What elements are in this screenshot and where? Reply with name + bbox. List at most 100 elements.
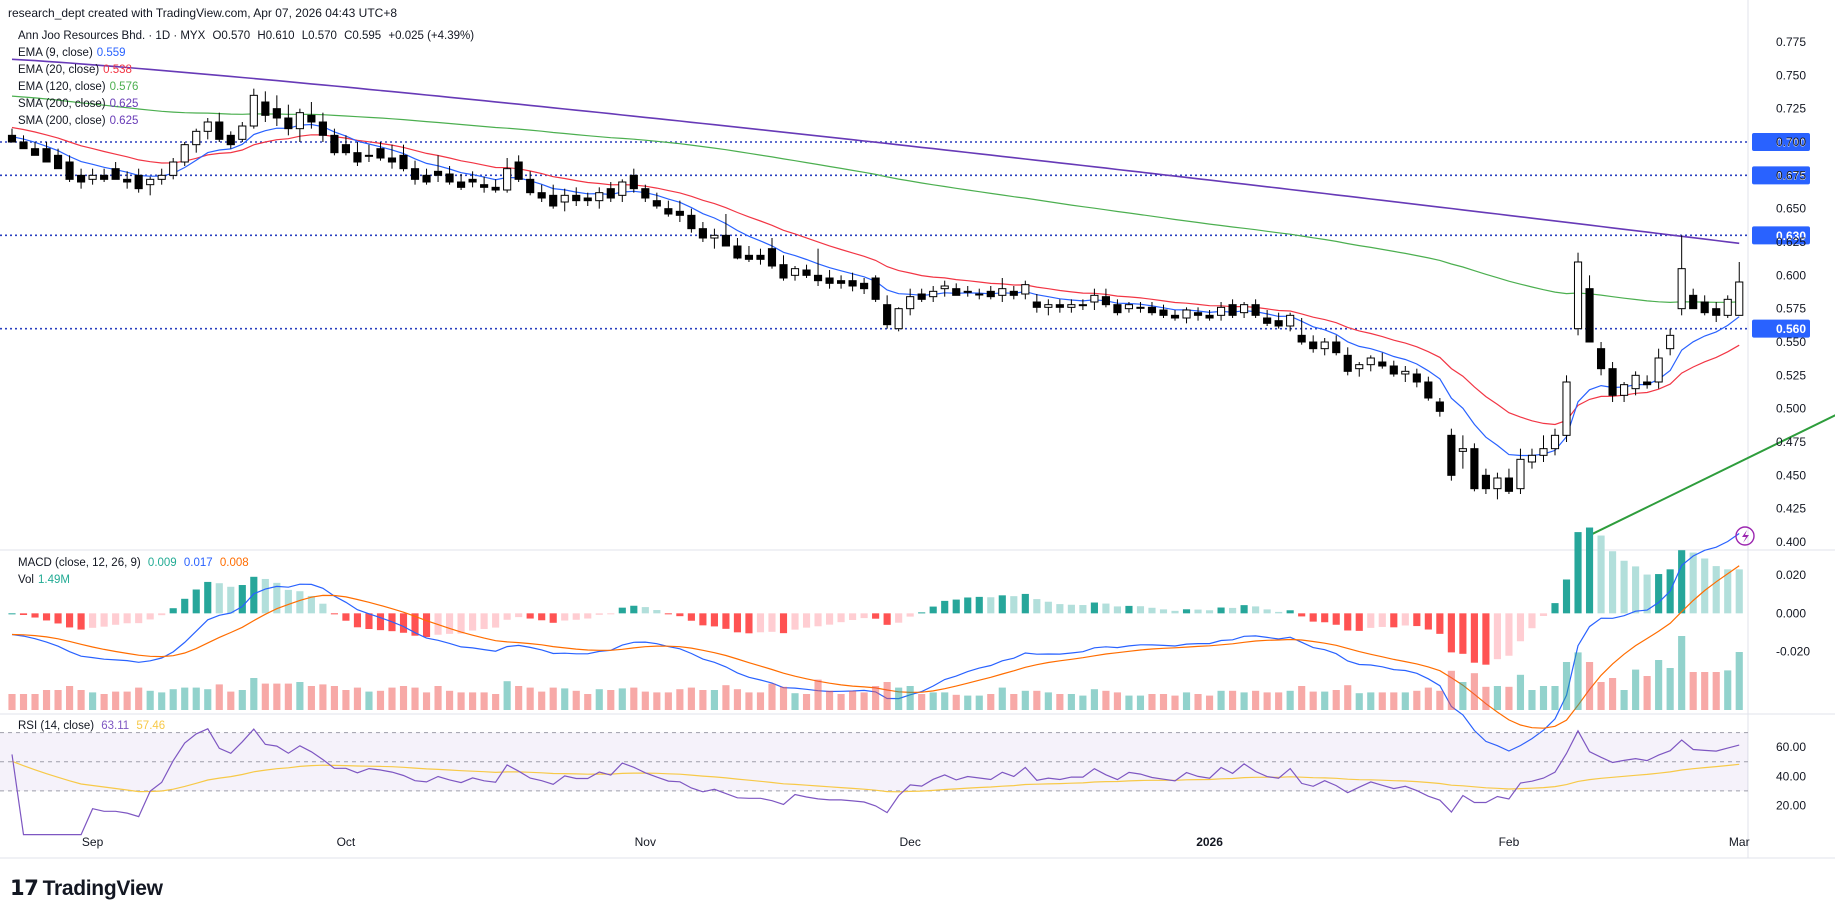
legend-sma200-b[interactable]: SMA (200, close) 0.625 <box>18 115 138 127</box>
volume-bar <box>1436 690 1444 710</box>
volume-bar <box>653 692 661 710</box>
macd-histogram-bar <box>699 613 707 626</box>
macd-histogram-bar <box>307 595 315 614</box>
macd-histogram-bar <box>1712 566 1720 614</box>
volume-bar <box>1516 674 1525 710</box>
volume-bar <box>549 687 557 710</box>
macd-histogram-bar <box>445 613 454 634</box>
volume-bar <box>296 682 304 710</box>
legend-sma200-a[interactable]: SMA (200, close) 0.625 <box>18 98 138 110</box>
macd-histogram-bar <box>1632 566 1640 614</box>
volume-bar <box>227 691 235 710</box>
candle <box>1217 306 1226 316</box>
candle <box>203 121 212 132</box>
price-tick-label: 0.675 <box>1776 168 1806 182</box>
legend-rsi[interactable]: RSI (14, close) 63.11 57.46 <box>18 720 165 732</box>
macd-histogram-bar <box>825 613 834 625</box>
candle <box>318 121 327 136</box>
candle <box>618 181 627 196</box>
candle <box>906 296 915 310</box>
macd-histogram-bar <box>1551 603 1559 614</box>
candle <box>1297 334 1306 343</box>
candle <box>998 288 1007 296</box>
legend-label: SMA (200, close) <box>18 115 106 127</box>
macd-histogram-bar <box>1182 609 1191 614</box>
macd-histogram-bar <box>1724 569 1732 614</box>
candle <box>779 264 788 279</box>
legend-label: Vol <box>18 574 34 586</box>
ohlc-low: L0.570 <box>301 30 337 42</box>
candle <box>480 184 489 188</box>
candle <box>929 290 938 298</box>
price-tick-label: 0.750 <box>1776 68 1806 82</box>
legend-label: MACD (close, 12, 26, 9) <box>18 557 141 569</box>
macd-histogram-bar <box>630 605 638 614</box>
price-tick-label: 0.775 <box>1776 35 1806 49</box>
chart-header: research_dept created with TradingView.c… <box>8 6 398 20</box>
volume-bar <box>1033 690 1041 710</box>
macd-histogram-bar <box>342 613 350 621</box>
candle <box>88 174 97 180</box>
volume-bar <box>388 687 396 710</box>
macd-histogram-bar <box>687 613 695 621</box>
candle <box>330 134 339 154</box>
candle <box>157 174 166 180</box>
lightning-icon <box>1742 530 1749 543</box>
macd-histogram-bar <box>1159 609 1168 614</box>
macd-histogram-bar <box>146 613 154 620</box>
rsi-value: 63.11 <box>101 720 130 732</box>
ohlc-close: C0.595 <box>344 30 382 42</box>
volume-bar <box>1252 690 1260 710</box>
candle <box>1343 354 1352 372</box>
volume-bar <box>687 687 695 710</box>
macd-histogram-bar <box>1229 607 1237 614</box>
candle <box>767 248 777 267</box>
candle <box>100 174 109 180</box>
volume-bar <box>215 684 223 710</box>
candle <box>1366 357 1375 366</box>
candle <box>641 188 650 199</box>
macd-histogram-bar <box>1252 606 1260 614</box>
legend-ema20[interactable]: EMA (20, close) 0.538 <box>18 64 132 76</box>
candle <box>238 125 247 140</box>
legend-value: 1.49M <box>38 574 70 586</box>
legend-macd[interactable]: MACD (close, 12, 26, 9) 0.009 0.017 0.00… <box>18 557 249 569</box>
volume-bar <box>1505 686 1513 710</box>
macd-histogram-bar <box>1436 613 1444 634</box>
volume-bar <box>538 691 546 710</box>
volume-bar <box>1067 694 1075 710</box>
macd-histogram-bar <box>1735 569 1743 614</box>
volume-bar <box>8 694 16 710</box>
candle <box>652 200 661 207</box>
legend-ema9[interactable]: EMA (9, close) 0.559 <box>18 47 126 59</box>
candle <box>42 148 51 163</box>
volume-bar <box>929 692 937 710</box>
volume-bar <box>1332 690 1340 710</box>
macd-histogram-bar <box>1321 613 1329 623</box>
macd-histogram-bar <box>1378 613 1386 627</box>
candle <box>1309 341 1318 350</box>
volume-bar <box>54 690 62 710</box>
legend-volume[interactable]: Vol 1.49M <box>18 574 70 586</box>
candle <box>1735 281 1744 316</box>
volume-bar <box>31 694 39 710</box>
legend-value: 0.576 <box>109 81 139 93</box>
candle <box>1389 365 1398 375</box>
volume-bar <box>1044 692 1052 710</box>
candle <box>825 277 834 284</box>
volume-bar <box>1459 682 1467 710</box>
macd-histogram-bar <box>1447 613 1455 653</box>
candle <box>1458 448 1467 452</box>
volume-bar <box>906 686 914 710</box>
volume-bar <box>1113 692 1122 710</box>
legend-ema120[interactable]: EMA (120, close) 0.576 <box>18 81 138 93</box>
macd-histogram-bar <box>1205 610 1214 614</box>
candle <box>1136 306 1145 309</box>
candle <box>1182 309 1191 319</box>
trendline <box>1589 414 1835 537</box>
candle <box>307 114 316 123</box>
macd-histogram-bar <box>1424 613 1432 630</box>
macd-histogram-bar <box>1562 579 1571 614</box>
legend-value: 0.625 <box>109 98 139 110</box>
